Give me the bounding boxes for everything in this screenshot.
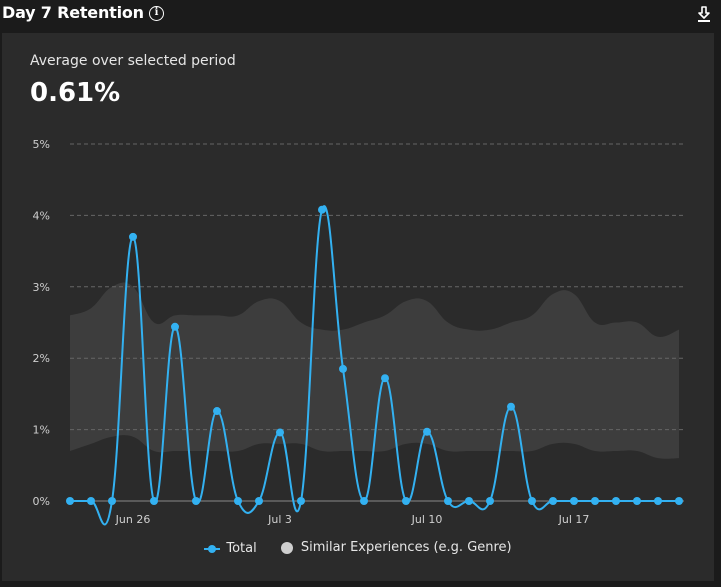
y-tick-label: 5% [33,138,50,151]
circle-marker-icon [280,541,293,554]
legend-item-similar[interactable]: Similar Experiences (e.g. Genre) [280,540,512,555]
data-point[interactable] [507,402,515,411]
x-tick-label: Jul 17 [558,513,590,526]
similar-experiences-band [70,282,679,459]
info-icon[interactable]: i [149,6,164,21]
chart-card: Average over selected period 0.61% 0% 1% 2… [2,33,714,581]
data-point[interactable] [276,428,284,437]
data-point[interactable] [675,497,683,505]
data-point[interactable] [318,205,326,214]
data-point[interactable] [129,232,137,241]
y-tick-label: 1% [33,424,50,437]
legend-label-total: Total [226,541,257,556]
widget-header: Day 7 Retention i [0,0,721,33]
data-point[interactable] [87,497,95,505]
chart-legend: Total Similar Experiences (e.g. Genre) [2,540,714,558]
data-point[interactable] [255,497,263,505]
summary-value: 0.61% [30,78,121,108]
widget-title: Day 7 Retention [2,3,144,22]
x-tick-label: Jun 26 [115,513,151,526]
summary-label: Average over selected period [30,53,236,69]
data-point[interactable] [465,497,473,505]
data-point[interactable] [486,497,494,505]
download-icon[interactable] [696,5,712,23]
data-point[interactable] [591,497,599,505]
y-tick-label: 2% [33,352,50,365]
data-point[interactable] [234,497,242,505]
data-point[interactable] [213,407,221,416]
x-tick-label: Jul 3 [267,513,292,526]
data-point[interactable] [360,497,368,505]
data-point[interactable] [381,374,389,383]
data-point[interactable] [192,497,200,505]
legend-label-similar: Similar Experiences (e.g. Genre) [300,540,512,555]
y-tick-label: 0% [33,495,50,508]
data-point[interactable] [549,497,557,505]
line-marker-icon [204,544,221,554]
data-point[interactable] [171,322,179,331]
data-point[interactable] [402,497,410,505]
data-point[interactable] [528,497,536,505]
y-tick-label: 4% [33,209,50,222]
data-point[interactable] [423,427,431,436]
data-point[interactable] [150,497,158,505]
data-point[interactable] [444,497,452,505]
data-point[interactable] [66,497,74,505]
data-point[interactable] [654,497,662,505]
data-point[interactable] [339,364,347,373]
data-point[interactable] [633,497,641,505]
x-tick-label: Jul 10 [411,513,443,526]
line-chart: 0% 1% 2% 3% 4% 5% Jun 26 Jul 3 Jul 10 Jul 17 [33,138,684,526]
data-point[interactable] [297,497,305,505]
data-point[interactable] [570,497,578,505]
legend-item-total[interactable]: Total [204,541,257,556]
y-tick-label: 3% [33,281,50,294]
data-point[interactable] [108,497,116,505]
data-point[interactable] [612,497,620,505]
